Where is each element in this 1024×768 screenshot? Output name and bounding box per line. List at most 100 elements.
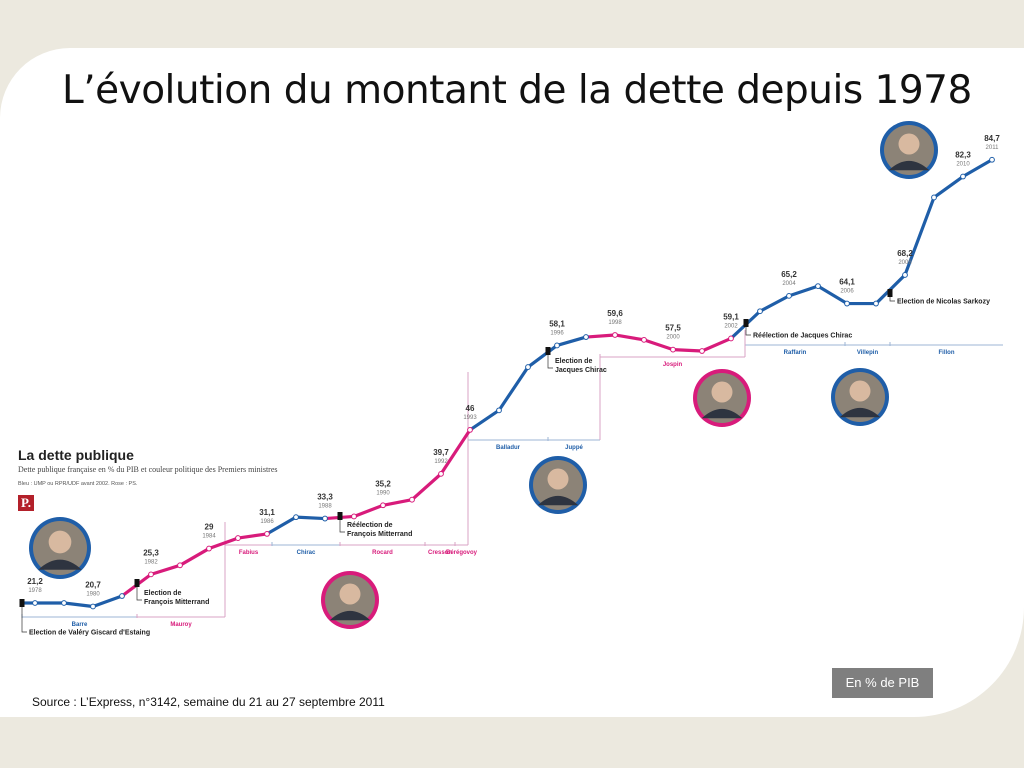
- line-segment: [91, 594, 124, 609]
- data-point: [989, 156, 995, 163]
- data-label-year: 2002: [724, 323, 738, 329]
- data-point: [119, 593, 125, 599]
- data-point: [844, 300, 850, 307]
- portrait-face: [711, 381, 733, 403]
- data-point: [583, 334, 589, 340]
- pm-label: Jospin: [663, 362, 683, 368]
- data-point: [554, 342, 560, 349]
- portrait-shoulders: [701, 408, 743, 419]
- line-segment: [613, 333, 646, 342]
- data-point: [467, 426, 473, 433]
- data-label-year: 1996: [550, 330, 564, 336]
- pm-label: Juppé: [565, 445, 583, 451]
- line-segment: [903, 195, 936, 277]
- pm-label: Fabius: [239, 550, 259, 556]
- portrait-face: [48, 530, 72, 554]
- portrait-face: [849, 380, 871, 402]
- data-label-year: 1990: [376, 490, 390, 496]
- pm-label: Chirac: [297, 550, 316, 556]
- data-point: [728, 335, 734, 342]
- chart-title: La dette publique: [18, 447, 134, 463]
- portrait-shoulders: [329, 610, 371, 621]
- line-segment: [149, 563, 182, 576]
- data-point: [351, 513, 357, 520]
- data-label-value: 64,1: [839, 278, 855, 287]
- data-point: [32, 600, 38, 606]
- election-marker: [19, 599, 25, 607]
- line-segment: [584, 333, 617, 339]
- data-label-year: 1978: [28, 588, 42, 594]
- portrait-face: [339, 583, 361, 605]
- election-label: Election de Valéry Giscard d'Estaing: [29, 630, 150, 637]
- data-label-year: 2000: [666, 335, 680, 341]
- chart-legend-note: Bleu : UMP ou RPR/UDF avant 2002. Rose :…: [18, 481, 138, 487]
- data-point: [496, 407, 502, 414]
- line-segment: [961, 158, 994, 179]
- pm-label: Bérégovoy: [446, 550, 478, 556]
- data-point: [90, 603, 96, 610]
- data-point: [380, 502, 386, 509]
- data-point: [148, 571, 154, 578]
- line-segment: [178, 546, 211, 567]
- pm-label: Mauroy: [170, 622, 192, 628]
- data-label-value: 21,2: [27, 577, 43, 586]
- data-point: [902, 272, 908, 278]
- data-point: [786, 292, 792, 299]
- election-label: Réélection de François Mitterrand: [347, 522, 412, 538]
- data-label-value: 82,3: [955, 151, 971, 160]
- chart-subtitle: Dette publique française en % du PIB et …: [18, 465, 278, 474]
- portrait-shoulders: [38, 559, 82, 570]
- line-segment: [294, 515, 327, 521]
- line-segment: [758, 294, 791, 313]
- line-segment: [468, 408, 501, 432]
- election-leader-line: [339, 520, 345, 533]
- data-point: [815, 283, 821, 290]
- data-label-value: 25,3: [143, 548, 159, 557]
- data-point: [293, 514, 299, 521]
- election-marker: [545, 347, 551, 355]
- line-segment: [787, 284, 820, 298]
- election-label: Election de François Mitterrand: [144, 590, 209, 606]
- election-label: Election de Nicolas Sarkozy: [897, 299, 990, 306]
- data-label-value: 29: [205, 523, 214, 532]
- data-point: [235, 535, 241, 541]
- data-label-year: 2011: [986, 145, 1000, 151]
- data-point: [177, 562, 183, 569]
- election-marker: [887, 289, 893, 297]
- data-label-value: 39,7: [433, 448, 449, 457]
- data-point: [264, 530, 270, 537]
- pm-label: Villepin: [857, 350, 879, 356]
- data-label-value: 35,2: [375, 479, 391, 488]
- data-point: [61, 600, 67, 606]
- data-label-value: 59,1: [723, 312, 739, 321]
- data-label-value: 59,6: [607, 309, 623, 318]
- portrait-shoulders: [537, 495, 579, 506]
- line-segment: [497, 365, 530, 412]
- pm-label: Balladur: [496, 445, 521, 451]
- data-point: [960, 173, 966, 180]
- data-point: [438, 470, 444, 477]
- portrait-shoulders: [839, 407, 881, 418]
- line-segment: [700, 336, 733, 353]
- data-point: [699, 348, 705, 354]
- pm-label: Raffarin: [784, 350, 807, 356]
- line-segment: [671, 348, 704, 353]
- data-label-value: 58,1: [549, 319, 565, 328]
- data-label-year: 1993: [463, 415, 477, 421]
- data-label-value: 57,5: [665, 324, 681, 333]
- data-label-year: 1980: [86, 591, 100, 597]
- data-label-year: 2008: [898, 260, 912, 266]
- line-segment: [207, 536, 240, 551]
- data-label-year: 1992: [434, 459, 448, 465]
- election-marker: [134, 579, 140, 587]
- data-label-year: 2010: [956, 162, 970, 168]
- election-leader-line: [889, 297, 895, 302]
- data-label-year: 1984: [202, 534, 216, 540]
- data-label-value: 46: [466, 404, 475, 413]
- pm-label: Fillon: [939, 350, 955, 356]
- data-point: [206, 545, 212, 552]
- line-segment: [62, 601, 95, 609]
- data-label-value: 65,2: [781, 270, 797, 279]
- data-point: [931, 194, 937, 201]
